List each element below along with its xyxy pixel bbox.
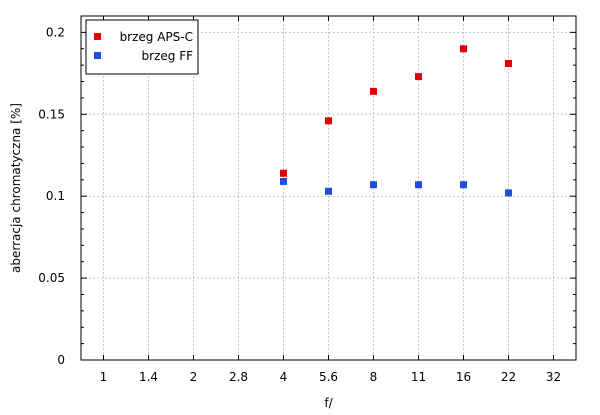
legend-box <box>85 19 199 75</box>
point-aps-c <box>460 45 467 53</box>
point-ff <box>415 181 422 189</box>
x-tick-label: 2.8 <box>229 370 248 384</box>
x-tick-label: 1 <box>100 370 108 384</box>
point-ff <box>460 181 467 189</box>
point-aps-c <box>280 169 287 177</box>
point-ff <box>370 181 377 189</box>
y-tick-label: 0.2 <box>46 25 65 39</box>
point-ff <box>280 177 287 185</box>
legend-swatch-aps-c <box>94 33 101 40</box>
legend-label-aps-c: brzeg APS-C <box>120 30 193 44</box>
legend: brzeg APS-C brzeg FF <box>85 19 199 75</box>
x-tick-label: 11 <box>411 370 426 384</box>
x-axis: 1 1.4 2 2.8 4 5.6 8 11 16 22 32 <box>100 16 561 384</box>
point-aps-c <box>415 73 422 81</box>
y-tick-label: 0.1 <box>46 189 65 203</box>
y-tick-label: 0.15 <box>38 107 65 121</box>
x-axis-label: f/ <box>324 396 333 410</box>
x-tick-label: 32 <box>546 370 561 384</box>
x-tick-label: 2 <box>190 370 198 384</box>
y-tick-label: 0.05 <box>38 271 65 285</box>
point-ff <box>325 187 332 195</box>
x-tick-label: 5.6 <box>319 370 338 384</box>
point-aps-c <box>370 87 377 95</box>
x-tick-label: 22 <box>501 370 516 384</box>
x-tick-label: 16 <box>456 370 471 384</box>
point-aps-c <box>505 60 512 68</box>
data-points <box>280 45 512 197</box>
legend-label-ff: brzeg FF <box>142 49 194 63</box>
legend-swatch-ff <box>94 52 101 59</box>
y-tick-label: 0 <box>57 353 65 367</box>
x-tick-label: 1.4 <box>139 370 158 384</box>
point-aps-c <box>325 117 332 125</box>
x-tick-label: 8 <box>370 370 378 384</box>
x-tick-label: 4 <box>280 370 288 384</box>
y-axis-label: aberracja chromatyczna [%] <box>9 103 23 273</box>
point-ff <box>505 189 512 197</box>
y-axis: 0 0.05 0.1 0.15 0.2 <box>38 25 576 367</box>
